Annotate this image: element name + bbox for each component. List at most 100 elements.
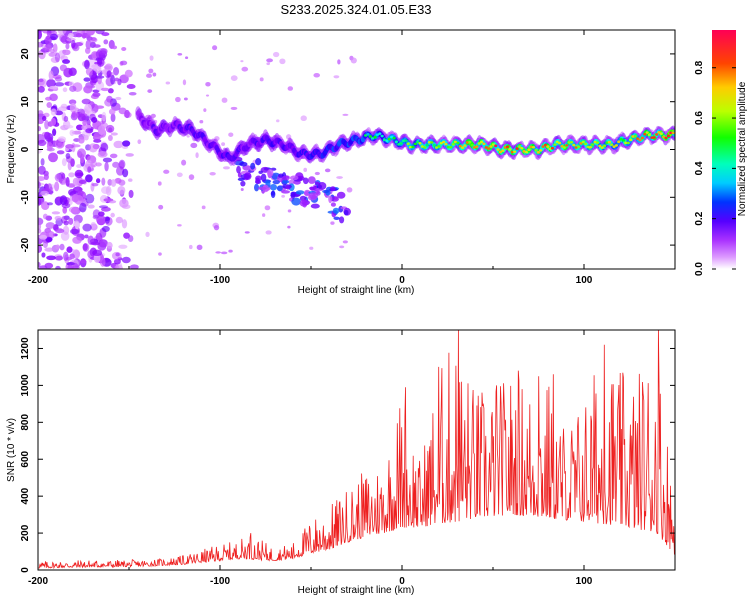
ridge-core [446, 145, 451, 149]
noise-blob [176, 172, 183, 178]
snr-content [38, 330, 675, 570]
ridge-core [387, 137, 391, 141]
ridge-core [650, 136, 654, 139]
noise-blob [163, 169, 170, 174]
ridge-core [536, 151, 540, 154]
scatter-branch [234, 157, 351, 224]
noise-blob [149, 55, 154, 61]
ridge-core [621, 139, 626, 142]
noise-blob [272, 51, 280, 58]
branch-blob [308, 192, 318, 200]
noise-blob [91, 117, 98, 123]
noise-blob [195, 152, 199, 159]
x-tick-label: 0 [399, 576, 405, 587]
noise-blob [85, 193, 95, 204]
noise-blob [342, 113, 349, 116]
noise-blob [63, 115, 69, 122]
colorbar-gradient [712, 30, 736, 269]
x-tick-label: -200 [28, 275, 48, 286]
noise-blob [121, 46, 127, 52]
colorbar: 0.0 0.2 0.4 0.6 0.8 Normalized spectral ampl… [694, 30, 748, 276]
noise-blob [230, 75, 238, 81]
noise-blob [102, 225, 110, 233]
noise-blob [287, 86, 294, 91]
noise-blob [346, 187, 353, 193]
ridge-core [368, 135, 372, 138]
noise-blob [38, 126, 42, 132]
ridge-core [416, 140, 420, 144]
noise-blob [240, 60, 244, 63]
branch-blob [307, 176, 316, 184]
ridge-core [401, 139, 406, 143]
noise-blob [105, 124, 115, 133]
noise-blob [110, 74, 116, 85]
noise-blob [309, 246, 314, 250]
noise-blob [58, 106, 68, 112]
noise-blob [54, 215, 62, 221]
branch-blob [254, 183, 260, 192]
noise-blob [68, 81, 75, 87]
noise-blob [46, 30, 52, 37]
noise-blob [50, 33, 58, 41]
noise-blob [85, 67, 93, 76]
noise-blob [84, 234, 89, 239]
noise-blob [38, 86, 45, 93]
ridge-core [366, 133, 370, 136]
noise-blob [90, 241, 101, 246]
noise-blob [76, 124, 84, 131]
ridge-core [631, 135, 635, 138]
noise-blob [38, 118, 44, 125]
branch-blob [289, 175, 299, 181]
noise-blob [71, 39, 76, 49]
branch-blob [250, 162, 256, 170]
ridge-core [643, 132, 647, 136]
noise-blob [223, 166, 230, 170]
noise-blob [40, 190, 50, 196]
branch-blob [315, 181, 320, 185]
ridge-core [598, 144, 602, 148]
ridge-core [373, 135, 377, 139]
branch-blob [272, 179, 280, 185]
ridge-core [555, 140, 559, 144]
ridge-core [560, 144, 564, 148]
branch-blob [255, 175, 262, 182]
ridge-core [420, 145, 424, 148]
noise-blob [85, 174, 93, 183]
y-tick-label: 400 [20, 487, 31, 504]
ridge-core [404, 139, 408, 142]
ridge-core [671, 131, 675, 135]
branch-blob [291, 197, 301, 206]
noise-blob [69, 228, 80, 235]
noise-blob [79, 202, 87, 213]
noise-blob [330, 221, 335, 225]
noise-blob [100, 186, 111, 194]
noise-blob [148, 68, 154, 74]
noise-blob [51, 211, 61, 215]
snr-ylabel: SNR (10 * v/v) [6, 418, 17, 482]
noise-blob [92, 249, 103, 257]
branch-blob [260, 173, 267, 182]
noise-blob [182, 79, 187, 86]
branch-blob [303, 177, 309, 185]
noise-blob [183, 97, 188, 101]
noise-blob [259, 77, 264, 82]
noise-blob [118, 179, 126, 186]
noise-blob [50, 117, 57, 127]
ridge-core [484, 146, 488, 149]
ridge-core [411, 145, 415, 149]
noise-blob [45, 222, 55, 229]
noise-blob [68, 172, 75, 178]
ridge-core [517, 145, 521, 148]
ridge-core [541, 145, 545, 148]
noise-blob [63, 251, 69, 262]
noise-blob [66, 246, 73, 253]
noise-blob [97, 151, 108, 158]
noise-blob [40, 158, 45, 166]
colorbar-tick-label: 0.0 [694, 262, 705, 276]
x-tick-label: -200 [28, 576, 48, 587]
branch-blob [295, 190, 305, 195]
branch-blob [243, 172, 252, 180]
ridge-core [378, 132, 382, 135]
noise-blob [87, 204, 95, 209]
noise-blob [62, 87, 68, 93]
